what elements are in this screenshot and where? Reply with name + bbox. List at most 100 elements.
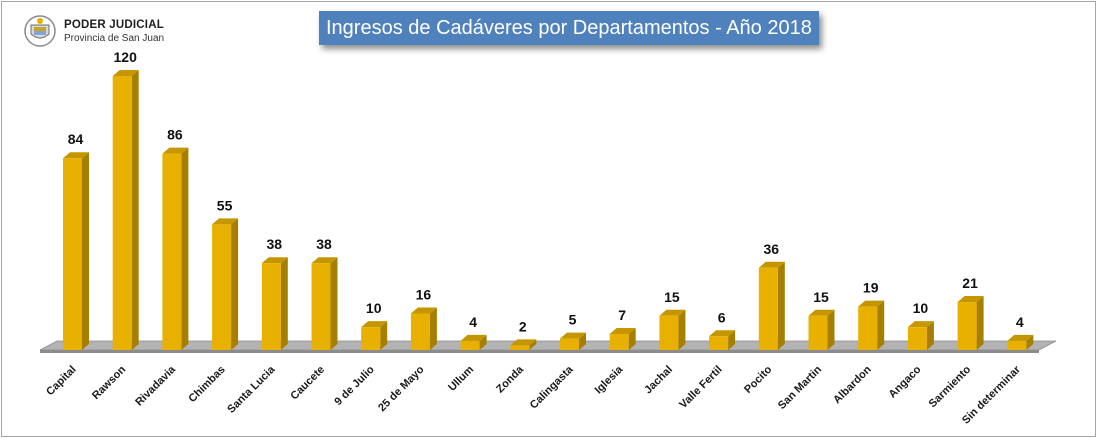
category-label: Zonda [494,363,526,395]
chart-floor [39,340,1057,351]
data-label: 16 [416,286,432,302]
category-label: 25 de Mayo [376,363,427,414]
category-label: Valle Fertil [677,364,724,411]
data-label: 19 [863,280,879,296]
data-label: 15 [664,289,680,305]
bar [261,263,281,350]
data-label: 5 [569,312,577,328]
bar-side [380,321,388,350]
data-label: 6 [718,309,726,325]
bar-top [261,257,288,264]
bar-side [231,218,239,350]
category-label: Rivadavia [133,363,178,408]
category-label: Capital [44,364,78,398]
chart-title: Ingresos de Cadáveres por Departamentos … [319,11,819,45]
category-label: Caucete [288,364,327,403]
bar-side [1026,334,1034,350]
bar-side [429,307,437,350]
bar [460,340,480,350]
bar-side [976,296,984,350]
bar-side [479,334,487,350]
bar [212,224,232,350]
bar-side [628,328,636,350]
bar [858,306,878,350]
bar-top [162,147,189,154]
category-label: Iglesia [593,363,626,396]
bar-top [410,307,437,314]
category-label: Santa Lucia [225,363,278,416]
bar [609,334,629,350]
bar [659,315,679,350]
bar-side [877,300,885,350]
data-label: 38 [267,236,283,252]
bar-top [212,218,239,225]
data-label: 10 [913,300,929,316]
data-label: 55 [217,197,233,213]
data-label: 36 [764,241,780,257]
data-label: 10 [366,300,382,316]
bar [63,158,82,350]
bar-top [361,321,388,328]
data-label: 4 [469,314,477,330]
category-label: Albardon [831,363,874,406]
bar-side [181,147,189,350]
bar-top [659,309,686,316]
bar-side [131,70,139,350]
data-label: 4 [1016,314,1024,330]
category-label: Jachal [642,364,675,397]
bar [709,336,729,350]
category-label: Calingasta [528,363,576,411]
category-label: Chimbas [186,364,227,405]
bar-top [709,330,736,337]
bar-top [808,309,835,316]
bar [361,327,381,350]
court-seal-icon [24,15,56,47]
bar [510,345,530,350]
org-name: PODER JUDICIAL [64,19,164,31]
bar [1007,340,1027,350]
bar [560,338,579,350]
bar-side [82,152,89,350]
bar-top [907,321,934,328]
bar-side [827,309,835,350]
category-label: Rawson [90,363,129,402]
bar-top [63,152,89,159]
bar-top [460,334,487,341]
bar [907,327,927,350]
bar-top [858,300,885,307]
bar-side [280,257,288,350]
chart-floor-edge [40,350,1039,353]
category-label: San Martin [776,363,824,411]
bar-top [609,328,636,335]
category-label: Pocito [742,363,774,395]
data-label: 2 [519,318,527,334]
bar [311,263,331,350]
category-label: 9 de Julio [332,363,377,408]
bar-top [758,261,785,268]
category-label: Sarmiento [927,363,974,410]
bar-top [112,70,139,76]
bar-side [777,261,785,350]
bar-side [330,257,338,350]
data-label: 120 [114,49,138,65]
bar [410,313,430,350]
bar-side [579,332,586,350]
data-label: 38 [316,236,332,252]
bar-top [560,332,586,339]
bar [162,153,182,350]
data-label: 21 [962,275,978,291]
bar [808,315,828,350]
bar [112,76,132,350]
data-label: 86 [167,127,183,143]
data-label: 84 [68,131,84,147]
bar [957,302,977,350]
bar-side [926,321,934,350]
data-label: 7 [618,307,626,323]
data-label: 15 [813,289,829,305]
bar-top [311,257,338,264]
bar-side [678,309,686,350]
bar [758,267,778,350]
bar-top [510,339,537,346]
